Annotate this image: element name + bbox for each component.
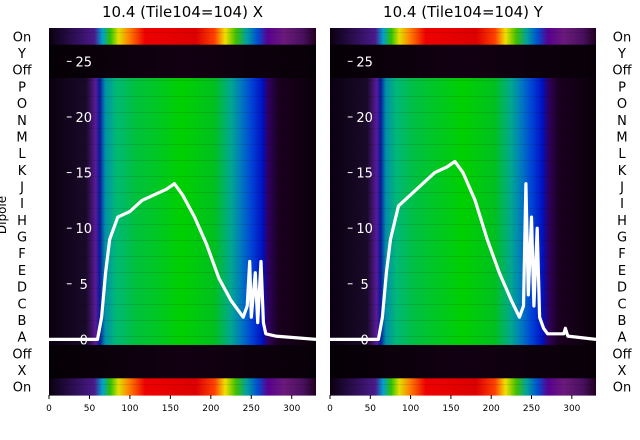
row-label: D (17, 281, 27, 296)
chart-title: 10.4 (Tile104=104) Y (383, 3, 544, 21)
row-label: On (613, 381, 631, 396)
row-label: M (16, 130, 27, 145)
x-tick-label: 300 (563, 404, 580, 414)
row-label: M (616, 130, 627, 145)
row-label: N (617, 114, 627, 129)
row-label: Off (12, 347, 32, 362)
overlay-y-tick-label: 5 (80, 278, 88, 293)
overlay-y-tick-label: 10 (76, 222, 93, 237)
x-tick-label: 250 (243, 404, 260, 414)
row-label: L (18, 147, 26, 162)
overlay-y-tick-label: 5 (361, 278, 369, 293)
chart-title: 10.4 (Tile104=104) X (102, 3, 263, 21)
row-label: B (618, 314, 627, 329)
row-label: O (17, 97, 27, 112)
x-tick-label: 200 (202, 404, 219, 414)
row-label: P (618, 80, 626, 95)
chart-panel-1: 10.4 (Tile104=104) YOnYOffPONMLKJIHGFEDC… (327, 3, 632, 414)
overlay-y-tick-label: 25 (76, 55, 93, 70)
row-label: A (18, 331, 27, 346)
x-tick-label: 300 (283, 404, 300, 414)
row-label: On (13, 381, 31, 396)
x-tick-label: 100 (402, 404, 419, 414)
row-label: A (618, 331, 627, 346)
overlay-y-tick-label: 20 (356, 111, 373, 126)
row-label: X (618, 364, 627, 379)
row-label: Y (17, 47, 26, 62)
x-tick-label: 250 (523, 404, 540, 414)
x-tick-label: 0 (46, 404, 52, 414)
spectrum-line (330, 159, 597, 341)
row-label: G (617, 231, 627, 246)
row-label: H (617, 214, 627, 229)
row-label: I (620, 197, 624, 212)
overlay-y-tick-label: 20 (76, 111, 93, 126)
row-label: Off (12, 64, 32, 79)
row-label: K (18, 164, 27, 179)
row-label: F (18, 247, 25, 262)
row-label: P (18, 80, 26, 95)
chart-panel-0: 10.4 (Tile104=104) XOnYOffPONMLKJIHGFEDC… (0, 3, 317, 414)
row-label: E (18, 264, 26, 279)
row-label: I (20, 197, 24, 212)
y-axis-label: Dipole (0, 196, 9, 234)
row-label: N (17, 114, 27, 129)
row-label: J (19, 180, 24, 195)
row-label: G (17, 231, 27, 246)
x-tick-label: 150 (162, 404, 179, 414)
x-tick-label: 50 (365, 404, 377, 414)
row-label: H (17, 214, 27, 229)
row-label: D (617, 281, 627, 296)
row-label: J (619, 180, 624, 195)
overlay-y-tick-label: 15 (76, 167, 93, 182)
x-tick-label: 150 (442, 404, 459, 414)
row-label: K (618, 164, 627, 179)
spectrum-line (49, 182, 317, 341)
x-tick-label: 200 (483, 404, 500, 414)
row-label: X (18, 364, 27, 379)
row-label: Off (612, 347, 632, 362)
x-tick-label: 50 (84, 404, 96, 414)
row-label: O (617, 97, 627, 112)
row-label: C (617, 297, 626, 312)
row-label: F (618, 247, 625, 262)
overlay-y-tick-label: 25 (356, 55, 373, 70)
row-label: On (13, 30, 31, 45)
row-label: L (618, 147, 626, 162)
row-label: C (17, 297, 26, 312)
overlay-y-tick-label: 15 (356, 167, 373, 182)
row-label: B (18, 314, 27, 329)
row-label: On (613, 30, 631, 45)
overlay-y-tick-label: 10 (356, 222, 373, 237)
row-label: E (618, 264, 626, 279)
x-tick-label: 0 (327, 404, 333, 414)
row-label: Off (612, 64, 632, 79)
x-tick-label: 100 (121, 404, 138, 414)
row-label: Y (617, 47, 626, 62)
